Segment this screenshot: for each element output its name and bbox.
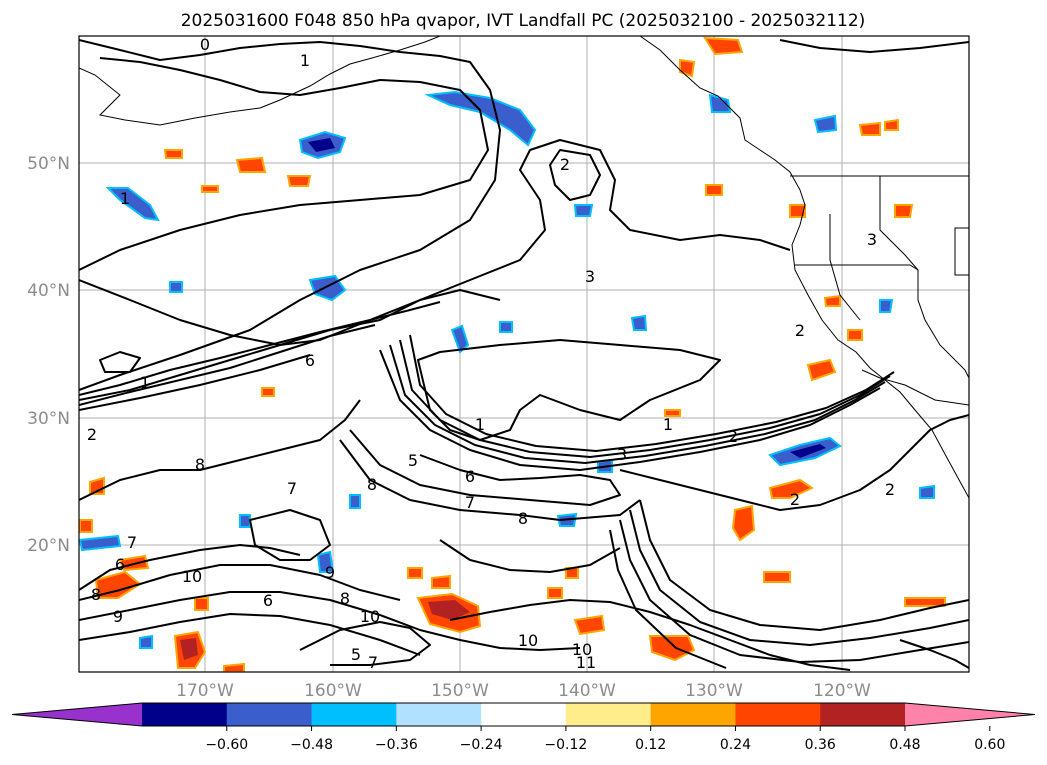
colorbar-segment (820, 703, 906, 726)
colorbar-segment (565, 703, 652, 726)
contour-label: 8 (195, 455, 205, 474)
contour-label: 1 (475, 415, 485, 434)
map-panel: 0 1 1 1 1 1 2 2 2 2 2 2 3 3 3 5 5 6 6 6 … (79, 35, 969, 672)
colorbar-segment (735, 703, 821, 726)
lon-label: 140°W (558, 681, 616, 701)
contour-label: 7 (287, 479, 297, 498)
colorbar-segment (396, 703, 482, 726)
colorbar-segment (650, 703, 736, 726)
contour-label: 8 (340, 589, 350, 608)
contour-label: 2 (728, 427, 738, 446)
contour-label: 9 (113, 607, 123, 626)
contour-label: 8 (518, 509, 528, 528)
colorbar-extend-high (905, 703, 1035, 726)
contour-label: 8 (91, 585, 101, 604)
contour-label: 7 (127, 533, 137, 552)
lon-label: 160°W (304, 681, 362, 701)
colorbar-tick-label: 0.36 (805, 737, 836, 753)
contour-label: 8 (367, 475, 377, 494)
colorbar-tick-label: 0.24 (720, 737, 751, 753)
contour-label: 2 (560, 155, 570, 174)
lat-label: 30°N (27, 409, 70, 429)
colorbar-tick-label: 0.48 (889, 737, 920, 753)
colorbar-tick-label: 0.12 (635, 737, 666, 753)
colorbar-tick-label: −0.24 (460, 737, 503, 753)
contour-labels: 0 1 1 1 1 1 2 2 2 2 2 2 3 3 3 5 5 6 6 6 … (87, 35, 895, 672)
colorbar-tick-label: −0.60 (205, 737, 248, 753)
contour-label: 10 (360, 607, 380, 626)
qvapor-fill-negative (79, 90, 935, 649)
contour-label: 1 (663, 415, 673, 434)
figure-title: 2025031600 F048 850 hPa qvapor, IVT Land… (181, 11, 866, 31)
longitude-labels: 170°W 160°W 150°W 140°W 130°W 120°W (176, 681, 871, 701)
lon-label: 120°W (813, 681, 871, 701)
lon-label: 150°W (431, 681, 489, 701)
contour-label: 1 (120, 189, 130, 208)
map-frame (78, 35, 970, 673)
contour-label: 9 (325, 563, 335, 582)
contour-label: 6 (305, 351, 315, 370)
gridlines (79, 36, 969, 672)
colorbar-segment (226, 703, 313, 726)
lat-label: 20°N (27, 536, 70, 556)
contour-label: 10 (182, 567, 202, 586)
contour-label: 2 (87, 425, 97, 444)
contour-label: 7 (368, 653, 378, 672)
colorbar-tick-label: −0.12 (544, 737, 587, 753)
contour-label: 6 (115, 555, 125, 574)
contour-label: 10 (572, 640, 592, 659)
colorbar-outline (11, 702, 1036, 727)
contour-label: 7 (465, 493, 475, 512)
lat-label: 50°N (27, 154, 70, 174)
colorbar-segment (311, 703, 397, 726)
contour-label: 3 (617, 445, 627, 464)
colorbar: −0.60 −0.48 −0.36 −0.24 −0.12 0.12 0.24 0.36 0.4… (11, 702, 1036, 753)
colorbar-segment (481, 703, 567, 726)
contour-label: 5 (351, 645, 361, 664)
qvapor-fill-positive (79, 36, 946, 672)
colorbar-tick-label: −0.36 (375, 737, 418, 753)
colorbar-extend-low (12, 703, 142, 726)
colorbar-tick-label: −0.48 (290, 737, 333, 753)
lon-label: 170°W (176, 681, 234, 701)
contour-label: 1 (300, 51, 310, 70)
contour-label: 0 (200, 35, 210, 54)
contour-label: 2 (795, 321, 805, 340)
colorbar-segment (142, 703, 228, 726)
lon-label: 130°W (685, 681, 743, 701)
contour-label: 1 (140, 373, 150, 392)
ivt-contours (79, 39, 969, 671)
contour-label: 2 (885, 480, 895, 499)
contour-label: 10 (518, 631, 538, 650)
contour-label: 11 (576, 653, 596, 672)
contour-label: 2 (790, 490, 800, 509)
contour-label: 6 (263, 591, 273, 610)
contour-label: 3 (585, 267, 595, 286)
colorbar-tick-label: 0.60 (974, 737, 1005, 753)
contour-label: 6 (465, 467, 475, 486)
latitude-labels: 50°N 40°N 30°N 20°N (27, 154, 70, 556)
contour-label: 5 (408, 451, 418, 470)
lat-label: 40°N (27, 281, 70, 301)
coastlines (79, 36, 969, 499)
contour-label: 3 (867, 230, 877, 249)
